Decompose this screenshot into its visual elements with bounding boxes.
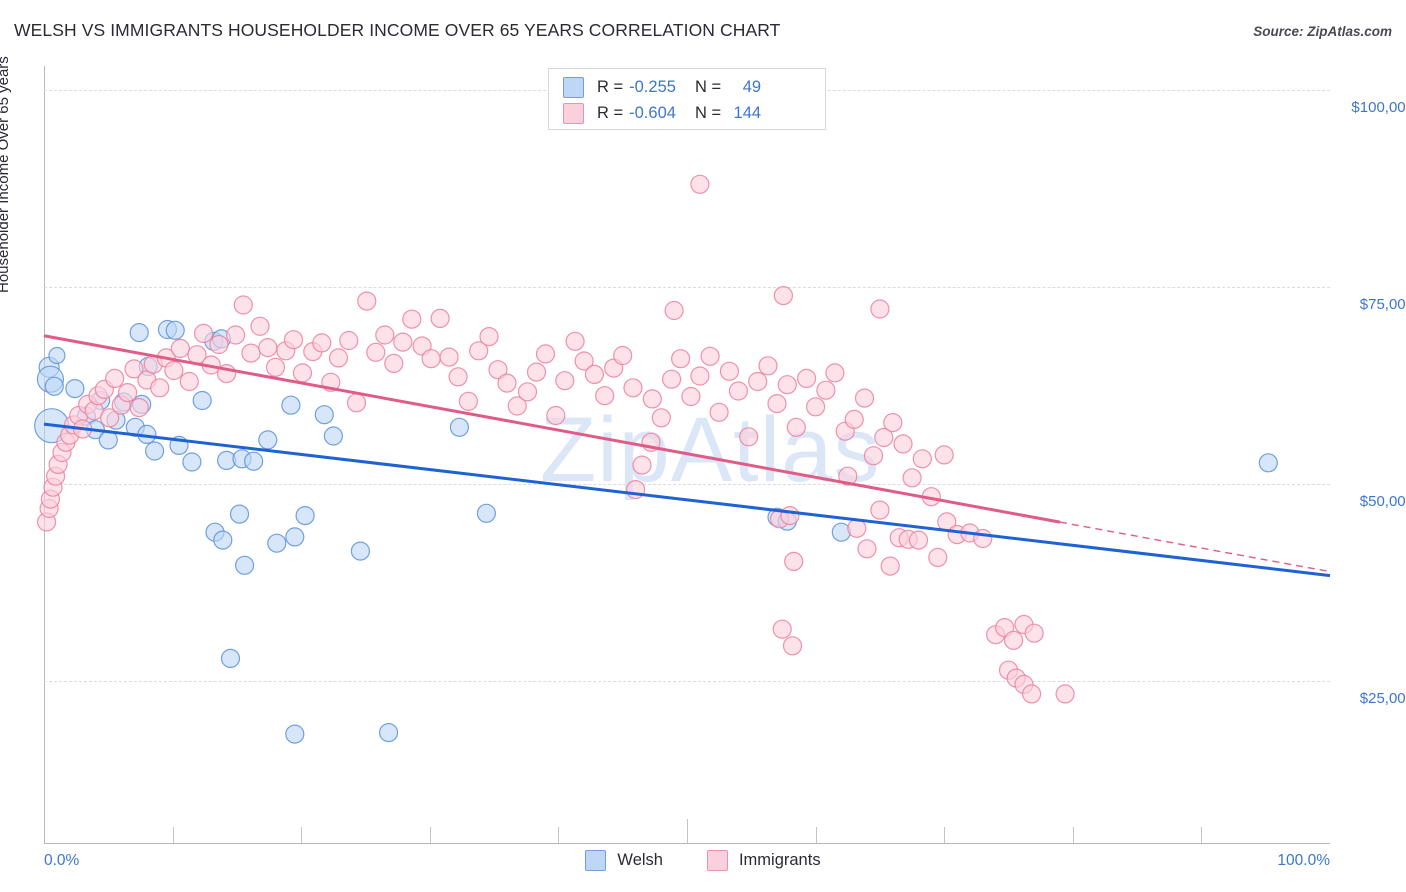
x-axis-tick xyxy=(1072,827,1074,843)
x-axis-tick xyxy=(301,827,303,843)
y-axis-tick-label: $50,000 xyxy=(1359,493,1406,511)
x-axis-tick xyxy=(815,827,817,843)
chart-header: WELSH VS IMMIGRANTS HOUSEHOLDER INCOME O… xyxy=(0,0,1406,56)
legend-item-immigrants[interactable]: Immigrants xyxy=(706,850,821,871)
stats-row-welsh: R = -0.255 N = 49 xyxy=(549,74,825,100)
x-axis-tick xyxy=(1201,827,1203,843)
x-axis-tick xyxy=(944,827,946,843)
y-axis-tick-label: $75,000 xyxy=(1359,295,1406,313)
gridline xyxy=(44,681,1330,683)
correlation-stats-legend: R = -0.255 N = 49 R = -0.604 N = 144 xyxy=(548,68,826,130)
n-label-immigrants: N = xyxy=(694,103,722,122)
r-value-welsh: -0.255 xyxy=(629,77,676,96)
series-legend: Welsh Immigrants xyxy=(0,850,1406,871)
legend-label-immigrants: Immigrants xyxy=(738,851,821,869)
source-label: Source: ZipAtlas.com xyxy=(1253,24,1392,39)
plot-area: $100,000 $75,000 $50,000 $25,000 xyxy=(44,66,1406,843)
y-axis-title: Householder Income Over 65 years xyxy=(0,56,12,293)
x-axis-tick xyxy=(429,827,431,843)
legend-swatch-immigrants-icon xyxy=(563,102,584,124)
stats-row-immigrants: R = -0.604 N = 144 xyxy=(549,100,825,126)
x-axis-label-min: 0.0% xyxy=(44,852,80,869)
legend-label-welsh: Welsh xyxy=(617,851,663,869)
y-axis-tick-label: $25,000 xyxy=(1359,690,1406,708)
legend-marker-immigrants-icon xyxy=(706,850,728,871)
n-label-welsh: N = xyxy=(694,77,722,96)
r-label-welsh: R = xyxy=(597,77,624,96)
legend-swatch-welsh-icon xyxy=(563,76,584,98)
n-value-welsh: 49 xyxy=(742,77,762,96)
x-axis-tick xyxy=(558,827,560,843)
legend-marker-welsh-icon xyxy=(585,850,607,871)
legend-item-welsh[interactable]: Welsh xyxy=(585,850,663,871)
y-axis-tick-label: $100,000 xyxy=(1351,98,1406,116)
x-axis-line xyxy=(44,843,1330,844)
x-axis-tick xyxy=(687,819,688,843)
gridline xyxy=(44,484,1330,486)
r-label-immigrants: R = xyxy=(597,103,624,122)
r-value-immigrants: -0.604 xyxy=(629,103,676,122)
n-value-immigrants: 144 xyxy=(733,103,762,122)
page-title: WELSH VS IMMIGRANTS HOUSEHOLDER INCOME O… xyxy=(14,20,781,40)
x-axis-label-max: 100.0% xyxy=(1277,852,1330,869)
gridline xyxy=(44,286,1330,288)
x-axis-tick xyxy=(172,827,174,843)
